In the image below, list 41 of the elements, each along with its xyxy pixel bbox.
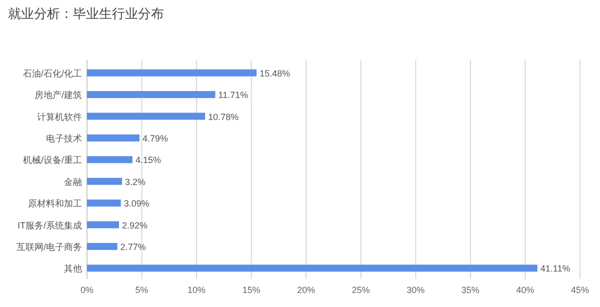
data-label: 11.71% — [218, 90, 248, 100]
y-tick-label: 互联网/电子商务 — [16, 242, 82, 252]
data-label: 3.09% — [124, 198, 150, 209]
bar — [87, 178, 122, 185]
y-tick-label: 机械/设备/重工 — [22, 155, 82, 166]
y-tick-label: 原材料和加工 — [28, 198, 82, 209]
bar — [87, 242, 118, 250]
bar — [87, 264, 538, 272]
data-label: 2.77% — [120, 242, 146, 252]
bar — [87, 91, 216, 98]
bar — [87, 134, 140, 142]
data-label: 15.48% — [260, 68, 290, 78]
data-label: 41.11% — [540, 264, 570, 274]
x-tick-label: 0% — [80, 285, 94, 295]
x-tick-label: 30% — [406, 285, 425, 295]
x-tick-label: 40% — [516, 285, 534, 295]
bar — [87, 69, 257, 76]
x-tick-label: 35% — [461, 285, 480, 295]
data-label: 3.2% — [125, 176, 146, 187]
y-tick-label: 石油/石化/化工 — [22, 68, 82, 78]
data-label: 10.78% — [208, 112, 239, 122]
chart-title: 就业分析：毕业生行业分布 — [8, 6, 164, 21]
y-tick-label: 电子技术 — [46, 133, 82, 144]
y-tick-label: 其他 — [64, 264, 82, 274]
x-tick-label: 45% — [570, 285, 590, 295]
x-tick-label: 15% — [242, 285, 260, 295]
bar — [87, 112, 206, 120]
x-tick-label: 5% — [135, 285, 148, 295]
bar — [87, 156, 132, 164]
y-tick-label: 金融 — [64, 176, 82, 187]
x-tick-label: 25% — [352, 285, 370, 295]
x-tick-label: 10% — [188, 285, 206, 295]
data-label: 2.92% — [122, 220, 148, 230]
data-label: 4.15% — [135, 155, 161, 166]
y-tick-label: 计算机软件 — [37, 112, 82, 122]
bar — [87, 221, 119, 228]
y-tick-label: IT服务/系统集成 — [18, 220, 82, 230]
bar — [87, 200, 121, 207]
x-tick-label: 20% — [297, 285, 316, 295]
y-tick-label: 房地产/建筑 — [34, 90, 82, 100]
data-label: 4.79% — [142, 133, 168, 144]
